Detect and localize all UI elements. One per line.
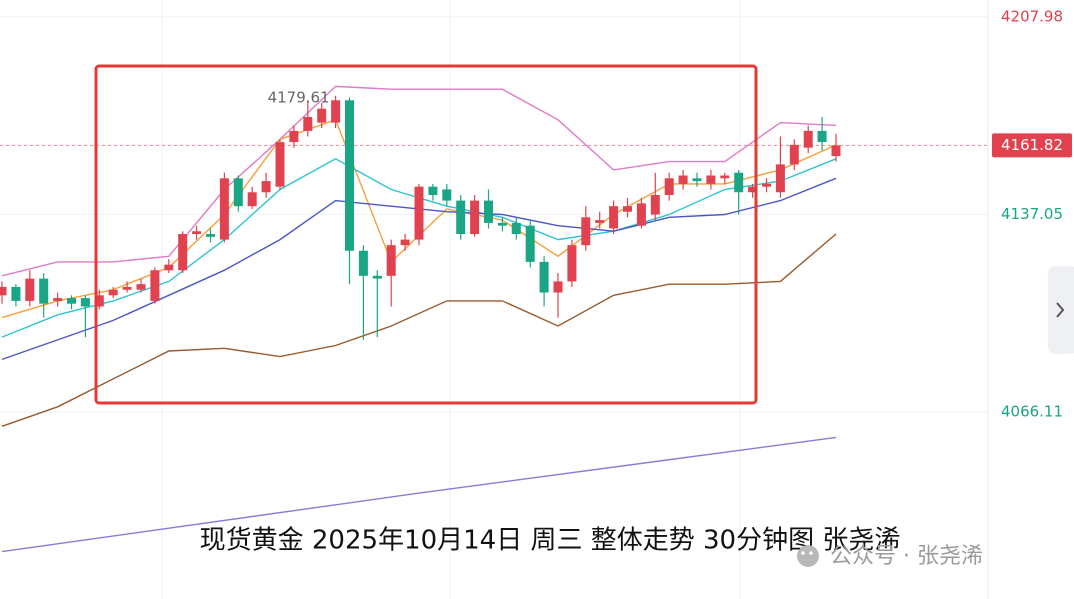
candle-body xyxy=(581,217,591,246)
price-axis: 4207.98 4161.82 4137.05 4066.11 xyxy=(992,7,1072,421)
candle-body xyxy=(0,286,7,296)
wechat-icon xyxy=(797,545,819,567)
candle-body xyxy=(678,175,688,184)
candle-body xyxy=(650,195,660,215)
candle-body xyxy=(261,181,271,193)
watermark-text: 公众号 · 张尧浠 xyxy=(830,544,983,569)
candle-body xyxy=(567,245,577,282)
candle-body xyxy=(219,178,229,240)
candle-body xyxy=(456,200,466,235)
candle-body xyxy=(317,108,327,123)
plot: 4179.61 xyxy=(0,16,988,553)
candle-body xyxy=(192,231,202,235)
candle-body xyxy=(414,186,424,240)
candle-body xyxy=(206,234,215,237)
candle-body xyxy=(108,289,118,296)
highlight-box xyxy=(94,64,758,405)
candle-body xyxy=(331,100,341,123)
indicator-line xyxy=(1,436,837,553)
scroll-button-bg[interactable] xyxy=(1048,266,1074,354)
candle-body xyxy=(233,178,243,207)
candle-body xyxy=(372,275,382,279)
candle-body xyxy=(762,183,771,187)
y-tick-label: 4137.05 xyxy=(1001,205,1063,223)
candle-body xyxy=(775,164,785,193)
candle-body xyxy=(748,186,758,193)
candle-body xyxy=(553,281,563,293)
chevron-icon[interactable] xyxy=(1056,302,1065,318)
candle-body xyxy=(636,203,646,226)
candle-body xyxy=(39,278,49,304)
candle-body xyxy=(803,130,813,148)
candle-body xyxy=(275,142,285,187)
candle-body xyxy=(67,298,76,304)
candle-body xyxy=(178,234,188,271)
indicator-line xyxy=(1,85,837,277)
candle-body xyxy=(345,100,354,251)
caption: 现货黄金 2025年10月14日 周三 整体走势 30分钟图 张尧浠 xyxy=(200,526,901,556)
indicator-line xyxy=(1,233,837,427)
candle-body xyxy=(497,222,507,226)
price-tag xyxy=(992,133,1072,158)
candle-body xyxy=(706,175,716,184)
y-tick-label: 4207.98 xyxy=(1001,7,1063,25)
watermark: 公众号 · 张尧浠 xyxy=(797,544,983,569)
scroll-button[interactable] xyxy=(1048,266,1074,354)
candle-body xyxy=(817,130,827,143)
candle-body xyxy=(484,200,493,223)
candle-body xyxy=(511,222,521,235)
candle-body xyxy=(289,130,299,143)
candle-body xyxy=(664,178,674,196)
candle-body xyxy=(80,298,90,307)
candle-body xyxy=(831,145,841,157)
candle-body xyxy=(595,220,605,223)
candle-body xyxy=(303,117,313,131)
candle-body xyxy=(11,286,21,301)
candle-body xyxy=(734,172,744,193)
candle-body xyxy=(692,178,702,182)
candle-body xyxy=(525,225,535,262)
y-tick-label: 4066.11 xyxy=(1001,403,1063,421)
candle-body xyxy=(720,175,730,179)
candle-body xyxy=(428,186,438,196)
candle-body xyxy=(400,239,410,246)
candle-body xyxy=(470,200,480,235)
wechat-icon-dot xyxy=(801,551,805,555)
candle-body xyxy=(247,192,257,207)
candle-body xyxy=(442,189,452,201)
high-annotation: 4179.61 xyxy=(268,88,330,106)
candle-body xyxy=(386,245,396,276)
candle-body xyxy=(150,270,160,301)
wechat-icon-dot xyxy=(809,551,813,555)
candle-body xyxy=(136,284,146,290)
candle-body xyxy=(539,261,549,293)
candle-body xyxy=(789,144,799,165)
grid xyxy=(161,0,989,599)
candle-body xyxy=(623,206,632,212)
candle-body xyxy=(358,250,368,276)
candle-body xyxy=(53,298,63,301)
candle-body xyxy=(122,286,132,290)
candle-body xyxy=(609,206,619,229)
candle-body xyxy=(94,295,104,307)
candle-body xyxy=(164,264,174,271)
candle-body xyxy=(25,278,35,301)
y-tick-label: 4161.82 xyxy=(1001,136,1063,154)
